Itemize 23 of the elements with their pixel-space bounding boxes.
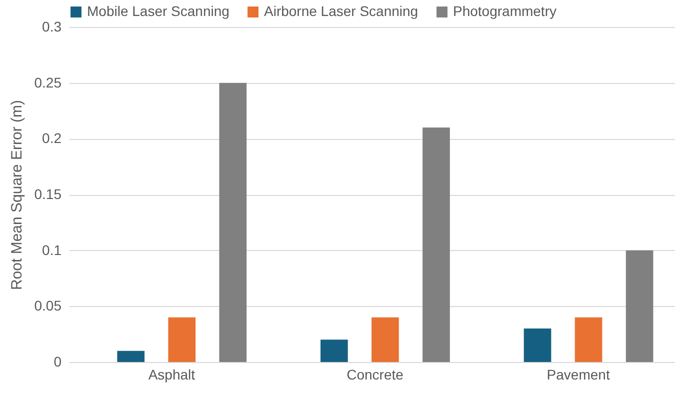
bar (422, 128, 450, 362)
y-tick-label: 0 (54, 354, 62, 370)
bar (320, 340, 348, 362)
bar (574, 317, 602, 362)
y-axis-title: Root Mean Square Error (m) (8, 100, 26, 290)
bar (219, 82, 247, 362)
bar (626, 250, 654, 362)
x-tick-label: Concrete (346, 366, 404, 382)
bar (372, 317, 399, 362)
x-tick-label: Asphalt (148, 366, 196, 382)
y-tick-label: 0.2 (42, 130, 62, 146)
bar (168, 317, 196, 362)
y-tick-label: 0.05 (34, 298, 62, 314)
y-tick-label: 0.1 (42, 242, 62, 258)
bar (117, 350, 145, 362)
legend-label: Airborne Laser Scanning (264, 3, 418, 19)
y-tick-label: 0.25 (34, 74, 62, 90)
legend-label: Photogrammetry (453, 3, 556, 19)
legend-label: Mobile Laser Scanning (87, 3, 230, 19)
bar (524, 328, 552, 362)
x-tick-label: Pavement (546, 366, 610, 382)
y-tick-label: 0.3 (42, 18, 62, 34)
y-tick-label: 0.15 (34, 186, 62, 202)
